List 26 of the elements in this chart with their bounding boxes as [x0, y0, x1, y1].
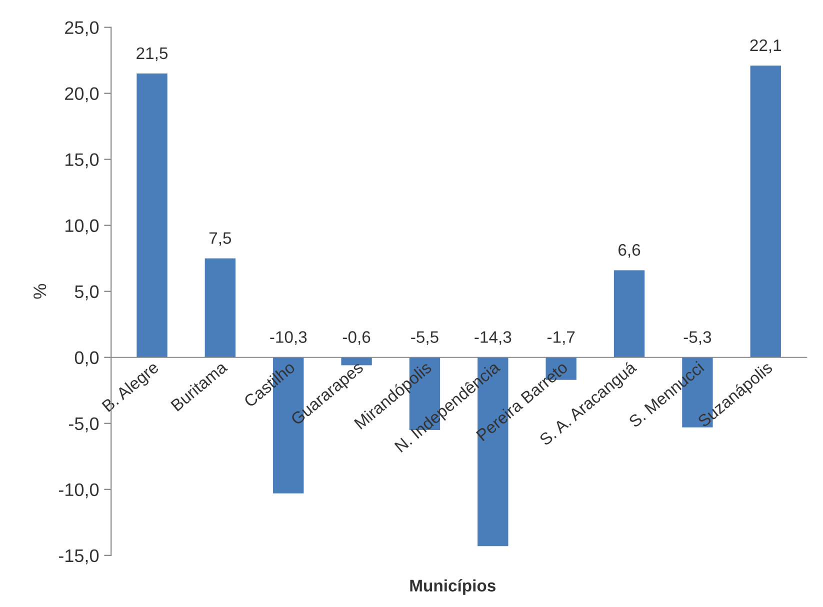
- y-tick-label: 20,0: [65, 87, 99, 102]
- data-label: -5,5: [411, 331, 438, 345]
- data-label: 6,6: [618, 244, 640, 258]
- y-axis-title: %: [34, 284, 46, 299]
- data-label: -0,6: [342, 331, 370, 345]
- y-tick-label: 10,0: [66, 219, 99, 234]
- bar: [204, 258, 236, 358]
- data-label: -5,3: [684, 331, 712, 345]
- y-tick-label: 5,0: [74, 285, 99, 300]
- bar: [750, 66, 781, 358]
- y-tick-label: -5,0: [68, 417, 99, 432]
- y-tick-label: 0,0: [74, 351, 99, 366]
- data-label: -14,3: [474, 331, 512, 345]
- y-tick-label: 25,0: [65, 21, 99, 36]
- x-axis-title: Municípios: [410, 579, 496, 595]
- y-tick-label: -15,0: [58, 549, 99, 564]
- y-tick-label: -10,0: [58, 483, 99, 498]
- data-label: -10,3: [270, 331, 307, 345]
- data-label: 22,1: [750, 39, 782, 54]
- bar: [614, 270, 645, 358]
- bar: [136, 74, 168, 358]
- y-tick-label: 15,0: [66, 153, 99, 168]
- data-label: -1,7: [547, 331, 575, 345]
- bar: [341, 357, 372, 366]
- data-label: 7,5: [209, 232, 232, 246]
- data-label: 21,5: [136, 47, 168, 62]
